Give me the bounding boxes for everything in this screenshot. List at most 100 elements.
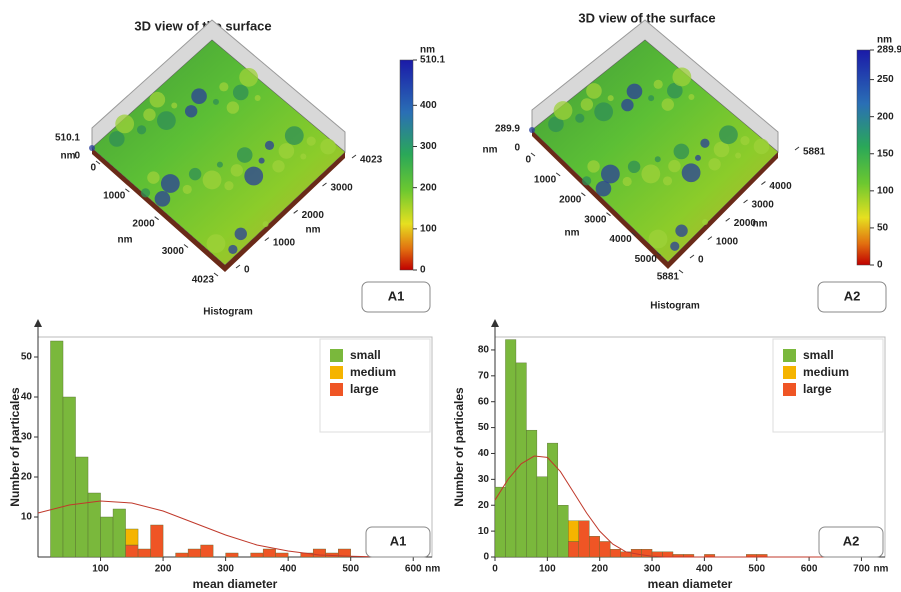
axis-tick <box>581 192 586 197</box>
surface-blob <box>553 101 573 120</box>
bar-segment <box>200 544 214 558</box>
surface-blob <box>184 105 198 118</box>
surface-blob <box>708 158 721 171</box>
axis-arrow <box>34 319 42 327</box>
axis-tick <box>631 232 636 236</box>
panel-label: A1 <box>390 533 407 548</box>
axis-tick <box>95 160 101 165</box>
y-tick-label: 40 <box>478 448 490 459</box>
surface-blob <box>171 102 178 109</box>
axis-tick-label: 0 <box>525 155 531 166</box>
axis-tick-label: 2000 <box>559 194 582 205</box>
axis-tick <box>125 188 130 193</box>
bar-segment <box>526 429 538 558</box>
x-tick-label: 700 <box>853 564 870 575</box>
x-tick-label: 200 <box>591 564 608 575</box>
surface-blob <box>529 127 535 133</box>
bar-segment <box>250 552 264 558</box>
axis-tick-label: 1000 <box>103 190 126 201</box>
axis-tick-label: 4000 <box>609 234 632 245</box>
surface-blob <box>594 102 614 122</box>
surface-blob <box>230 164 244 177</box>
surface-blob <box>548 116 564 133</box>
axis-tick-label: 5881 <box>657 272 680 283</box>
surface-blob <box>694 154 701 161</box>
bar-segment <box>62 396 76 558</box>
surface-blob <box>156 111 176 130</box>
surface-blob <box>300 153 307 160</box>
fit-curve <box>37 500 414 558</box>
legend-swatch <box>330 349 343 362</box>
colorbar-tick-label: 100 <box>877 185 894 196</box>
axis-tick-label: 2000 <box>734 218 757 229</box>
surface-blob <box>232 84 249 101</box>
bar-segment <box>547 442 559 558</box>
colorbar-unit: nm <box>877 35 892 46</box>
axis-tick-label: 3000 <box>331 183 354 194</box>
axis-tick-label: 0 <box>244 265 250 276</box>
surface-blob <box>661 98 674 111</box>
surface-blob <box>219 82 229 92</box>
surface-blob <box>667 82 683 99</box>
surface-blob <box>607 95 614 102</box>
colorbar <box>856 49 871 266</box>
colorbar <box>399 59 414 271</box>
y-tick-label: 20 <box>21 472 33 483</box>
legend-swatch <box>330 383 343 396</box>
bar-segment <box>337 548 351 558</box>
surface-blob <box>188 167 202 181</box>
bar-segment <box>275 552 289 558</box>
colorbar-tick-label: 510.1 <box>420 55 445 66</box>
axis-tick <box>707 236 713 241</box>
bar-segment <box>262 548 276 558</box>
x-unit: nm <box>873 564 888 575</box>
panel-box <box>818 526 884 558</box>
legend-swatch <box>783 349 796 362</box>
axis-tick-label: 4000 <box>769 181 792 192</box>
surface-title: 3D view of the surface <box>578 10 715 25</box>
x-tick-label: 600 <box>405 564 422 575</box>
panel-box <box>361 281 431 313</box>
surface-blob <box>587 160 600 173</box>
surface-blob <box>149 91 166 108</box>
surface-blob <box>147 171 160 184</box>
surface-blob <box>206 234 226 253</box>
surface-blob <box>143 108 156 121</box>
legend-label: small <box>350 348 381 362</box>
x-tick-label: 300 <box>644 564 661 575</box>
axis-tick-label: 4023 <box>360 155 383 166</box>
surface-blob <box>575 113 585 123</box>
colorbar-tick-label: 50 <box>877 223 889 234</box>
panel-box <box>365 526 431 558</box>
axis-tick-label: 3000 <box>752 200 775 211</box>
y-tick-label: 20 <box>478 500 490 511</box>
x-tick-label: 200 <box>155 564 172 575</box>
bar-segment <box>557 505 569 558</box>
surface-blob <box>670 241 680 251</box>
y-tick-label: 30 <box>21 432 33 443</box>
y-tick-label: 50 <box>478 422 490 433</box>
bar-segment <box>175 552 189 558</box>
z-tick-label: 0 <box>514 143 520 154</box>
legend-label: small <box>803 348 834 362</box>
surface-blob <box>239 67 259 87</box>
caption: Histogram <box>650 301 700 312</box>
bar-segment <box>112 508 126 558</box>
colorbar-tick-label: 200 <box>877 111 894 122</box>
z-tick-label: 510.1 <box>55 133 80 144</box>
y-tick-label: 60 <box>478 396 490 407</box>
bar-segment <box>578 520 590 558</box>
bar-segment <box>75 456 89 558</box>
surface-blob <box>648 95 655 102</box>
panel-box <box>817 281 887 313</box>
caption: Histogram <box>203 307 253 318</box>
surface-blob <box>627 160 641 174</box>
x-tick-label: 400 <box>280 564 297 575</box>
surface-blob <box>600 164 620 184</box>
x-tick-label: 500 <box>342 564 359 575</box>
surface-blob <box>626 83 643 100</box>
legend-swatch <box>783 383 796 396</box>
axis-tick-label: 1000 <box>273 237 296 248</box>
x-tick-label: 500 <box>748 564 765 575</box>
y-tick-label: 70 <box>478 370 490 381</box>
